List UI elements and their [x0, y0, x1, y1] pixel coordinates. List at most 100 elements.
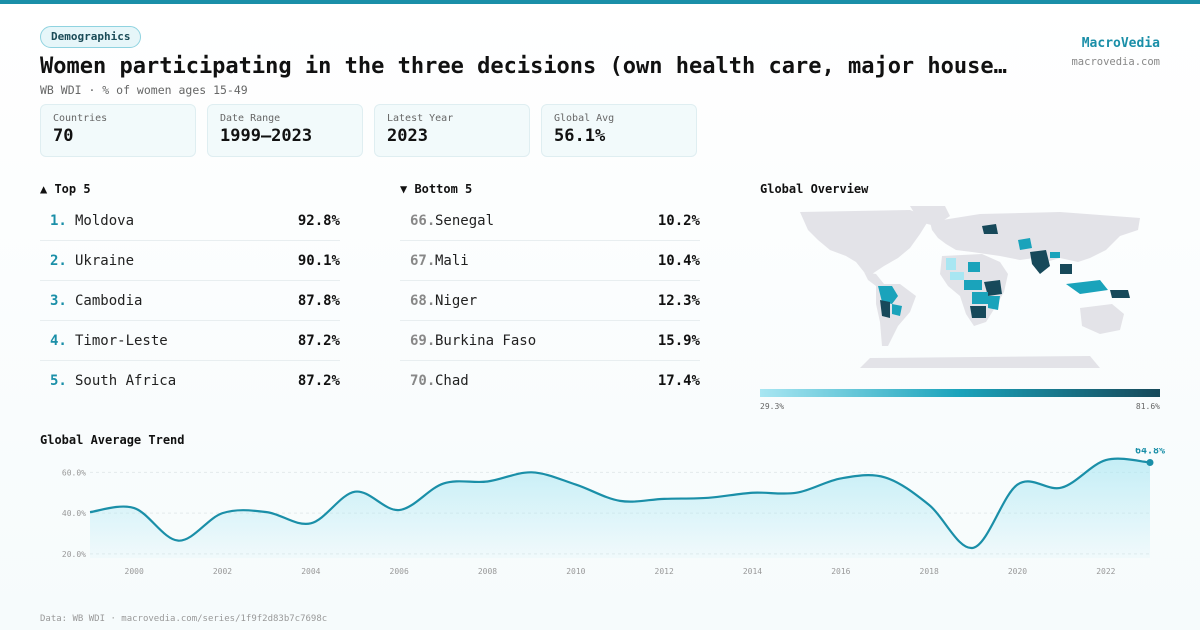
x-tick-label: 2016 — [831, 567, 850, 576]
country-india[interactable] — [1030, 250, 1050, 274]
country-tanzania[interactable] — [988, 296, 1000, 310]
brand-url[interactable]: macrovedia.com — [1071, 56, 1160, 68]
country-bangladesh[interactable] — [1050, 252, 1060, 258]
map-legend-max: 81.6% — [1135, 402, 1160, 411]
footer-source: Data: WB WDI · macrovedia.com/series/1f9… — [40, 614, 328, 624]
x-tick-label: 2010 — [566, 567, 585, 576]
country-drc[interactable] — [972, 292, 988, 304]
stat-value: 1999–2023 — [220, 126, 313, 146]
trend-heading: Global Average Trend — [40, 433, 185, 447]
top5-list: 1. Moldova 92.8% 2. Ukraine 90.1% 3. Cam… — [40, 201, 340, 401]
country-mali[interactable] — [950, 272, 964, 280]
country-peru[interactable] — [880, 300, 890, 318]
country-bolivia[interactable] — [892, 304, 902, 316]
rank-number: 68. — [410, 292, 436, 309]
list-item[interactable]: 66. Senegal 10.2% — [400, 201, 700, 241]
country-egypt[interactable] — [968, 262, 980, 272]
country-value: 10.4% — [657, 252, 700, 269]
stat-card-date-range: Date Range 1999–2023 — [207, 104, 363, 157]
country-value: 87.2% — [297, 332, 340, 349]
country-morocco[interactable] — [946, 258, 956, 270]
rank-number: 1. — [50, 212, 67, 229]
country-name: Senegal — [435, 212, 495, 229]
country-name: Ukraine — [75, 252, 135, 269]
country-value: 87.2% — [297, 373, 340, 389]
land-north-america — [800, 210, 930, 274]
stat-value: 56.1% — [554, 126, 606, 146]
last-value-label: 64.8% — [1135, 448, 1165, 457]
x-tick-label: 2018 — [920, 567, 939, 576]
country-value: 12.3% — [657, 292, 700, 309]
country-value: 90.1% — [297, 252, 340, 269]
list-item[interactable]: 5. South Africa 87.2% — [40, 361, 340, 401]
brand[interactable]: MacroVedia macrovedia.com — [1071, 36, 1160, 68]
country-value: 17.4% — [657, 373, 700, 389]
y-tick-label: 60.0% — [62, 468, 86, 477]
list-item[interactable]: 2. Ukraine 90.1% — [40, 241, 340, 281]
brand-name[interactable]: MacroVedia — [1081, 36, 1160, 51]
stat-value: 70 — [53, 126, 74, 146]
country-name: Chad — [435, 373, 469, 389]
x-tick-label: 2004 — [301, 567, 320, 576]
list-item[interactable]: 4. Timor-Leste 87.2% — [40, 321, 340, 361]
rank-number: 2. — [50, 252, 67, 269]
rank-number: 3. — [50, 292, 67, 309]
country-nigeria-cameroon[interactable] — [964, 280, 982, 290]
land-australia — [1080, 304, 1124, 334]
category-badge[interactable]: Demographics — [40, 26, 142, 48]
land-central-america — [864, 272, 884, 286]
country-name: Timor-Leste — [75, 332, 168, 349]
stat-label: Global Avg — [554, 113, 615, 124]
page-title: Women participating in the three decisio… — [40, 54, 1007, 79]
country-value: 92.8% — [297, 212, 340, 229]
data-countries — [878, 224, 1130, 318]
list-item[interactable]: 69. Burkina Faso 15.9% — [400, 321, 700, 361]
map-legend-min: 29.3% — [760, 402, 785, 411]
world-map[interactable] — [760, 200, 1160, 380]
country-colombia-peru[interactable] — [878, 286, 898, 304]
country-value: 10.2% — [657, 212, 700, 229]
y-tick-label: 40.0% — [62, 509, 86, 518]
map-legend-bar — [760, 389, 1160, 397]
x-tick-label: 2020 — [1008, 567, 1027, 576]
list-item[interactable]: 70. Chad 17.4% — [400, 361, 700, 401]
x-tick-label: 2022 — [1096, 567, 1115, 576]
stat-card-global-avg: Global Avg 56.1% — [541, 104, 697, 157]
bottom5-heading: ▼ Bottom 5 — [400, 182, 473, 196]
x-tick-label: 2012 — [655, 567, 674, 576]
rank-number: 66. — [410, 212, 436, 229]
stat-value: 2023 — [387, 126, 428, 146]
country-south-africa[interactable] — [970, 306, 986, 318]
country-ethiopia[interactable] — [984, 280, 1002, 296]
x-tick-label: 2006 — [390, 567, 409, 576]
land-antarctica — [860, 356, 1100, 368]
country-ukraine[interactable] — [982, 224, 998, 234]
trend-chart[interactable]: 20.0% 40.0% 60.0% 2000 2002 2004 2006 2008 2010 2… — [40, 448, 1180, 583]
country-name: Burkina Faso — [435, 332, 537, 349]
country-indonesia[interactable] — [1066, 280, 1108, 294]
rank-number: 69. — [410, 332, 436, 349]
top5-heading: ▲ Top 5 — [40, 182, 91, 196]
list-item[interactable]: 68. Niger 12.3% — [400, 281, 700, 321]
country-central-asia[interactable] — [1018, 238, 1032, 250]
list-item[interactable]: 3. Cambodia 87.8% — [40, 281, 340, 321]
list-item[interactable]: 67. Mali 10.4% — [400, 241, 700, 281]
country-name: Mali — [435, 252, 469, 269]
trend-line — [89, 457, 1151, 549]
country-value: 15.9% — [657, 332, 700, 349]
country-cambodia[interactable] — [1060, 264, 1072, 274]
rank-number: 4. — [50, 332, 67, 349]
country-name: Cambodia — [75, 292, 143, 309]
x-tick-label: 2000 — [125, 567, 144, 576]
list-item[interactable]: 1. Moldova 92.8% — [40, 201, 340, 241]
x-tick-label: 2002 — [213, 567, 232, 576]
country-papua[interactable] — [1110, 290, 1130, 298]
rank-number: 67. — [410, 252, 436, 269]
country-value: 87.8% — [297, 292, 340, 309]
stat-card-countries: Countries 70 — [40, 104, 196, 157]
x-tick-label: 2008 — [478, 567, 497, 576]
page-subtitle: WB WDI · % of women ages 15-49 — [40, 83, 248, 97]
country-name: South Africa — [75, 373, 177, 389]
world-map-svg — [800, 206, 1140, 368]
stat-label: Date Range — [220, 113, 281, 124]
